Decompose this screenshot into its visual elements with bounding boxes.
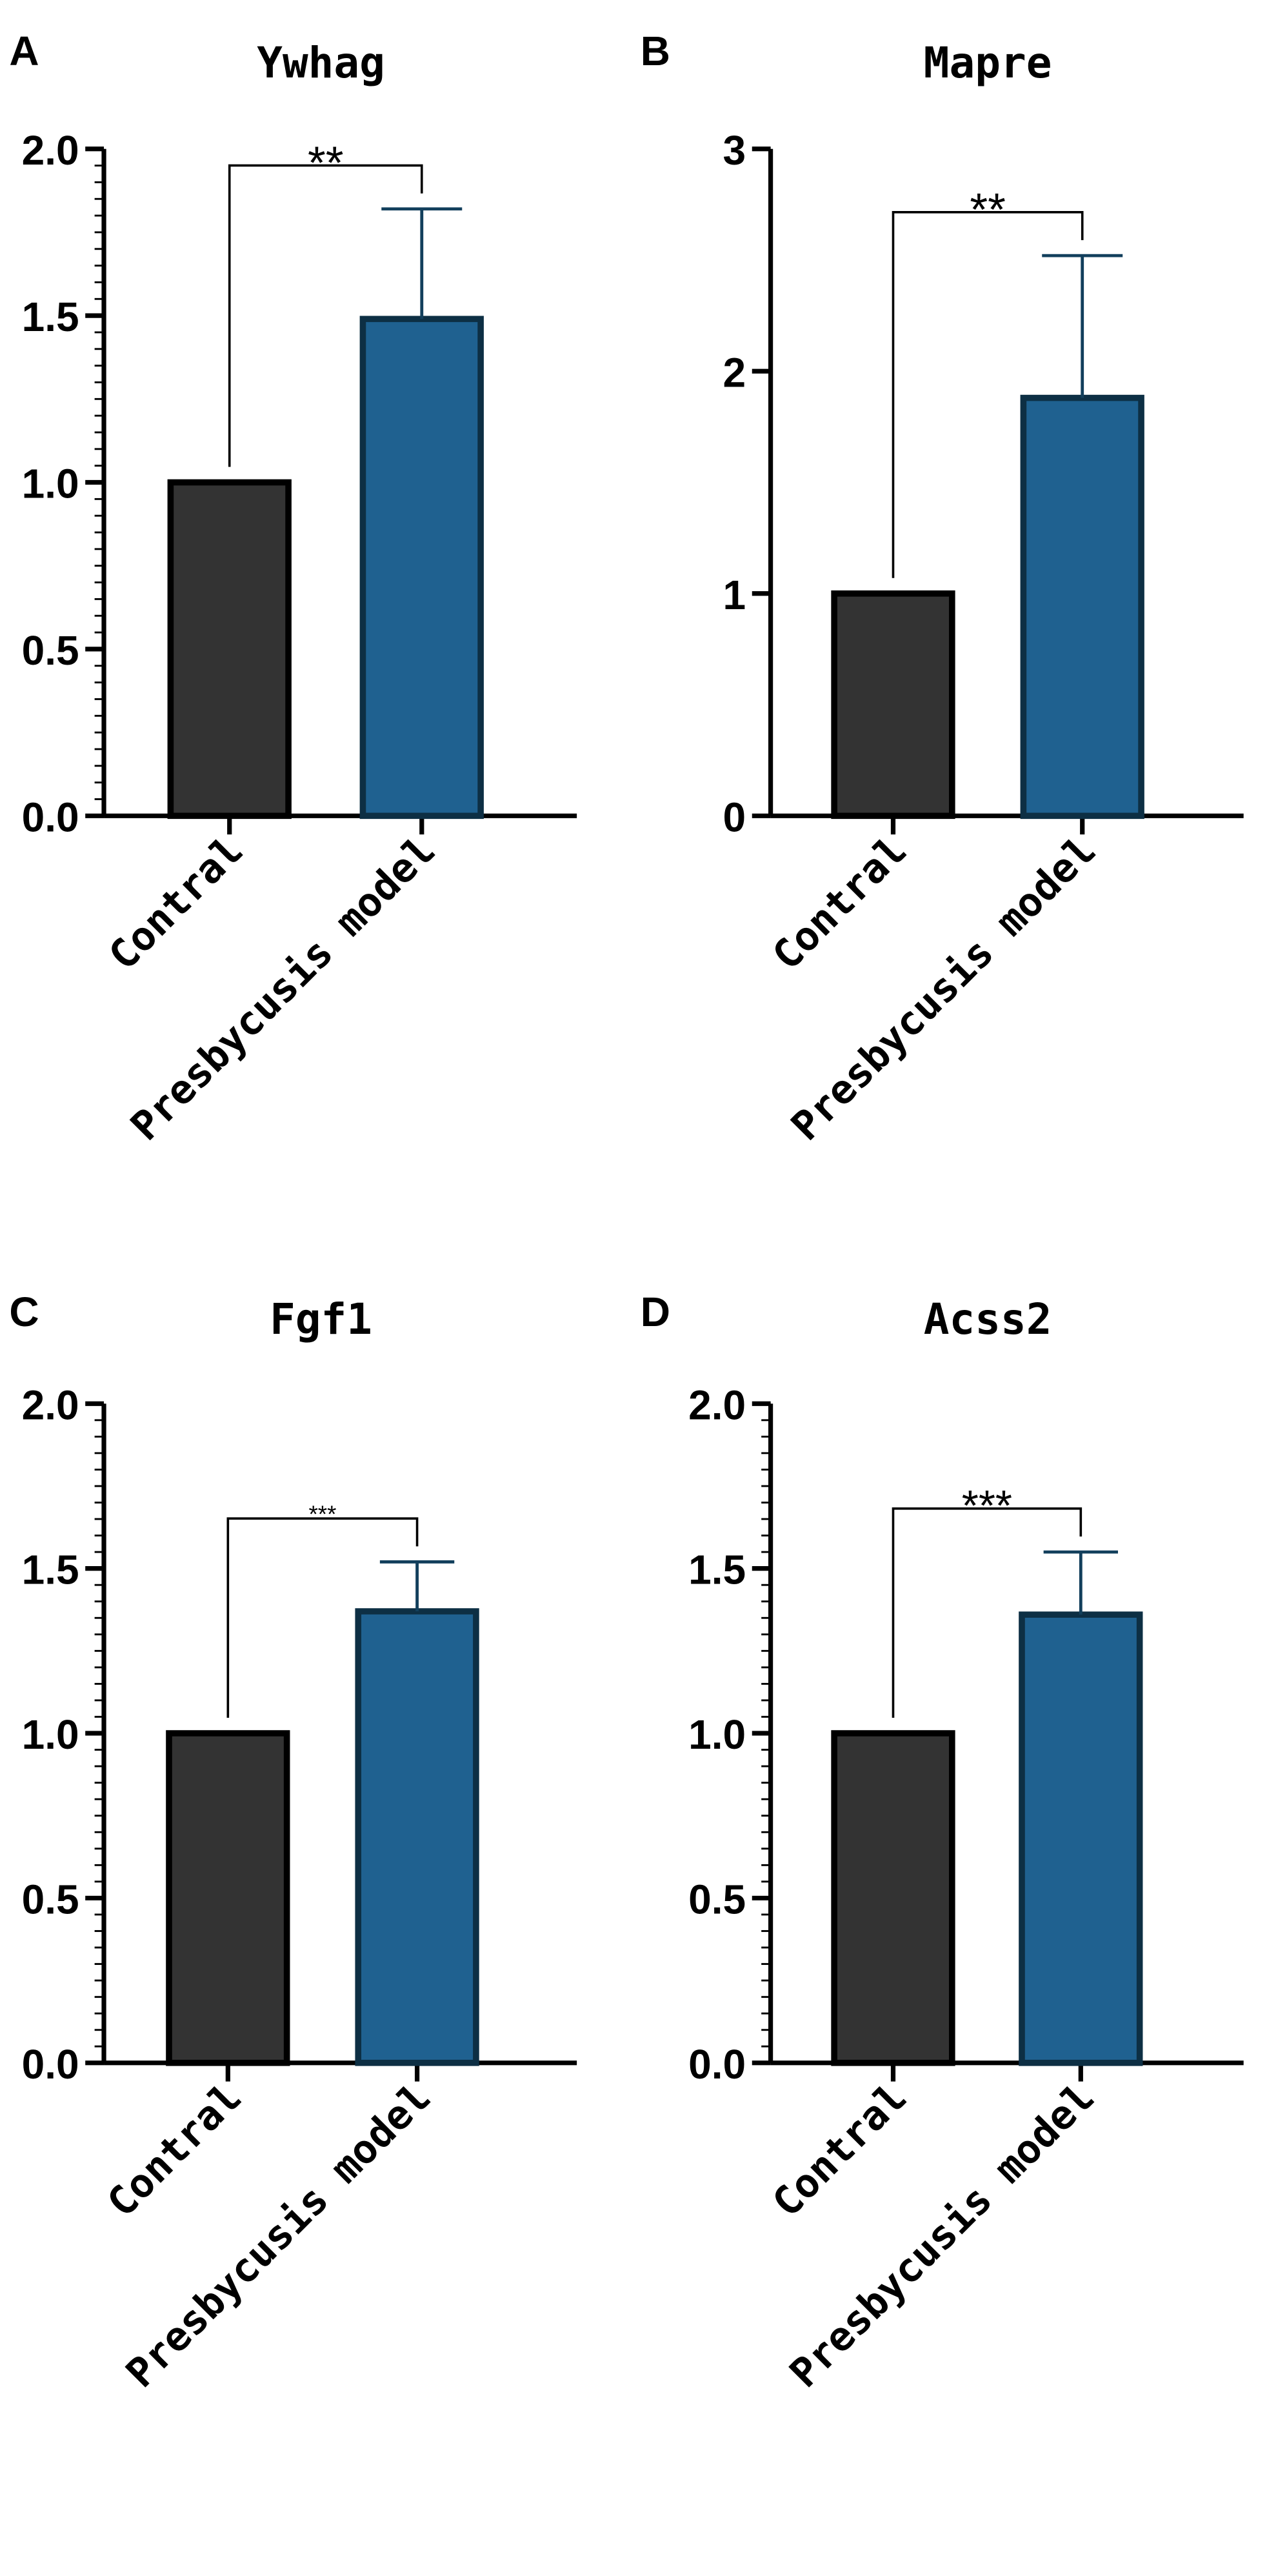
y-tick-label-d: 0.5	[688, 1876, 746, 1922]
bar-control-a	[167, 479, 292, 820]
significance-bracket-c	[226, 1517, 419, 1718]
significance-bracket-a	[228, 164, 423, 467]
x-label-model-d: Presbycusis model	[781, 2073, 1103, 2396]
panel-c: C Fgf1 Contral Presbycusis model *** 0.0…	[9, 1289, 577, 2397]
y-tick-label-a: 2.0	[22, 127, 79, 174]
y-tick-label-c: 1.5	[22, 1547, 79, 1593]
bar-control-c	[166, 1730, 290, 2066]
bar-control-b	[831, 590, 955, 820]
chart-title-b: Mapre	[924, 38, 1052, 88]
y-tick-label-b: 2	[723, 349, 746, 396]
y-tick-label-b: 3	[723, 127, 746, 174]
panel-a: A Ywhag Contral Presbycusis model ** 0.0…	[9, 28, 577, 1149]
y-tick-label-d: 2.0	[688, 1382, 746, 1428]
panel-b: B Mapre Contral Presbycusis model ** 0 1 2…	[641, 28, 1244, 1149]
bar-model-c	[355, 1608, 479, 2066]
panel-letter-b: B	[641, 28, 670, 74]
significance-bracket-b	[892, 211, 1084, 578]
significance-stars-d: ***	[962, 1482, 1012, 1530]
y-tick-label-a: 1.5	[22, 294, 79, 340]
chart-title-a: Ywhag	[257, 38, 385, 88]
chart-title-d: Acss2	[924, 1294, 1052, 1344]
significance-stars-c: ***	[308, 1501, 336, 1527]
x-label-control-c: Contral	[98, 2073, 250, 2226]
bar-model-d	[1019, 1611, 1143, 2066]
bar-model-a	[359, 316, 484, 820]
x-label-model-b: Presbycusis model	[782, 827, 1104, 1149]
y-tick-label-a: 0.5	[22, 627, 79, 674]
x-label-control-b: Contral	[763, 827, 915, 979]
significance-stars-a: **	[308, 137, 344, 189]
x-label-control-a: Contral	[99, 827, 252, 979]
bar-model-b	[1020, 394, 1144, 820]
y-tick-label-d: 1.5	[688, 1547, 746, 1593]
panel-letter-c: C	[9, 1289, 39, 1335]
panel-letter-a: A	[9, 28, 39, 74]
y-tick-label-b: 0	[723, 794, 746, 840]
y-tick-label-c: 1.0	[22, 1711, 79, 1758]
y-tick-label-a: 0.0	[22, 794, 79, 840]
panel-d: D Acss2 Contral Presbycusis model *** 0.…	[641, 1289, 1244, 2397]
y-tick-label-c: 0.0	[22, 2041, 79, 2088]
bar-control-d	[831, 1730, 955, 2066]
y-tick-label-d: 0.0	[688, 2041, 746, 2088]
significance-bracket-d	[892, 1507, 1082, 1718]
chart-title-c: Fgf1	[270, 1294, 372, 1344]
x-label-control-d: Contral	[763, 2073, 915, 2226]
panel-letter-d: D	[641, 1289, 670, 1335]
y-tick-label-b: 1	[723, 572, 746, 618]
y-tick-label-d: 1.0	[688, 1711, 746, 1758]
x-label-model-c: Presbycusis model	[117, 2073, 439, 2396]
y-tick-label-a: 1.0	[22, 461, 79, 507]
significance-stars-b: **	[970, 184, 1006, 236]
y-tick-label-c: 2.0	[22, 1382, 79, 1428]
y-tick-label-c: 0.5	[22, 1876, 79, 1922]
